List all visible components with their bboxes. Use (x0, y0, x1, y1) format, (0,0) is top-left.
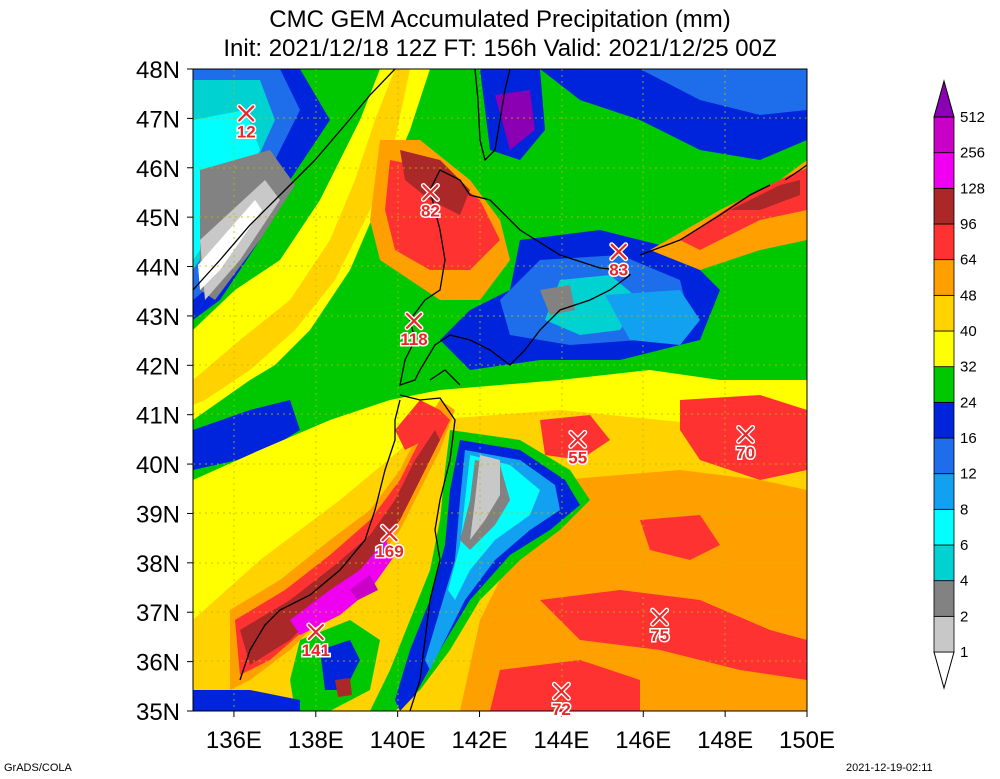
station-marker: 72 (550, 681, 572, 721)
station-value: 70 (736, 443, 755, 462)
colorbar-label: 6 (960, 537, 968, 554)
station-value: 72 (552, 700, 571, 719)
footer-timestamp: 2021-12-19-02:11 (846, 762, 933, 774)
station-marker: 70 (735, 424, 757, 464)
station-marker: 75 (649, 607, 671, 647)
lon-tick-label: 144E (533, 727, 589, 754)
lon-tick-label: 138E (288, 727, 344, 754)
colorbar-label: 4 (960, 573, 968, 590)
lat-tick-label: 37N (136, 600, 180, 627)
lon-tick-label: 140E (370, 727, 426, 754)
colorbar-label: 40 (960, 323, 977, 340)
colorbar-swatch (933, 116, 955, 154)
lat-tick-label: 35N (136, 699, 180, 726)
map-frame (192, 68, 808, 712)
colorbar-label: 8 (960, 501, 968, 518)
lon-tick-label: 136E (206, 727, 262, 754)
colorbar-label: 256 (960, 145, 985, 162)
station-marker: 82 (419, 182, 441, 222)
lon-tick-label: 146E (615, 727, 671, 754)
station-marker: 141 (300, 622, 331, 661)
colorbar-swatch (933, 580, 955, 617)
station-marker: 118 (399, 311, 429, 350)
station-marker: 55 (567, 429, 589, 469)
latitude-axis: 48N 47N 46N 45N 44N 43N 42N 41N 40N 39N 38N 37N 36N 3… (136, 57, 180, 726)
footer-credit: GrADS/COLA (4, 762, 72, 774)
colorbar-swatch (933, 259, 955, 296)
precipitation-field (193, 69, 807, 711)
station-value: 55 (568, 448, 587, 467)
colorbar-swatch (933, 544, 955, 582)
station-marker: 12 (235, 103, 257, 143)
colorbar-swatch (933, 330, 955, 368)
colorbar-swatch (933, 366, 955, 403)
colorbar-label: 2 (960, 608, 968, 625)
lat-tick-label: 36N (136, 650, 180, 677)
lon-tick-label: 150E (779, 727, 835, 754)
colorbar-swatch (933, 473, 955, 510)
station-value: 83 (609, 261, 628, 280)
colorbar-max-arrow (933, 79, 955, 118)
station-value: 141 (302, 641, 330, 660)
colorbar-label: 24 (960, 394, 977, 411)
colorbar-swatch (933, 152, 955, 189)
lat-tick-label: 39N (136, 501, 180, 528)
station-marker: 83 (608, 242, 630, 281)
longitude-axis: 136E 138E 140E 142E 144E 146E 148E 150E (206, 727, 835, 754)
colorbar-swatch (933, 223, 955, 261)
station-value: 12 (237, 122, 256, 141)
colorbar-label: 96 (960, 216, 977, 233)
lat-tick-label: 43N (136, 304, 180, 331)
lat-tick-label: 42N (136, 353, 180, 380)
colorbar-label: 512 (960, 109, 985, 126)
colorbar-swatch (933, 187, 955, 225)
colorbar-label: 64 (960, 252, 977, 269)
station-value: 118 (400, 330, 427, 349)
station-value: 75 (650, 626, 669, 645)
lat-tick-label: 41N (136, 403, 180, 430)
colorbar-label: 1 (960, 644, 968, 661)
station-marker: 169 (374, 523, 405, 563)
station-markers: 12 82 83 118 55 70 169 75 141 72 (235, 103, 757, 721)
colorbar-swatch (933, 615, 955, 653)
colorbar-swatch (933, 508, 955, 546)
colorbar-swatch (933, 294, 955, 332)
lat-tick-label: 40N (136, 452, 180, 479)
lat-tick-label: 46N (136, 156, 180, 183)
lon-tick-label: 142E (452, 727, 508, 754)
colorbar-min-arrow (933, 651, 955, 690)
lat-tick-label: 48N (136, 57, 180, 84)
coastlines (193, 69, 807, 711)
colorbar-label: 32 (960, 359, 977, 376)
colorbar-swatch (933, 437, 955, 475)
lat-tick-label: 38N (136, 551, 180, 578)
lon-tick-label: 148E (697, 727, 753, 754)
station-value: 169 (375, 542, 403, 561)
colorbar-label: 16 (960, 430, 977, 447)
lat-tick-label: 45N (136, 205, 180, 232)
colorbar-label: 128 (960, 180, 985, 197)
station-value: 82 (421, 201, 440, 220)
colorbar-swatch (933, 401, 955, 439)
chart-subtitle: Init: 2021/12/18 12Z FT: 156h Valid: 202… (223, 35, 777, 62)
colorbar-label: 48 (960, 287, 977, 304)
colorbar-label: 12 (960, 466, 977, 483)
lat-tick-label: 44N (136, 255, 180, 282)
lat-tick-label: 47N (136, 106, 180, 133)
chart-title: CMC GEM Accumulated Precipitation (mm) (269, 6, 731, 33)
